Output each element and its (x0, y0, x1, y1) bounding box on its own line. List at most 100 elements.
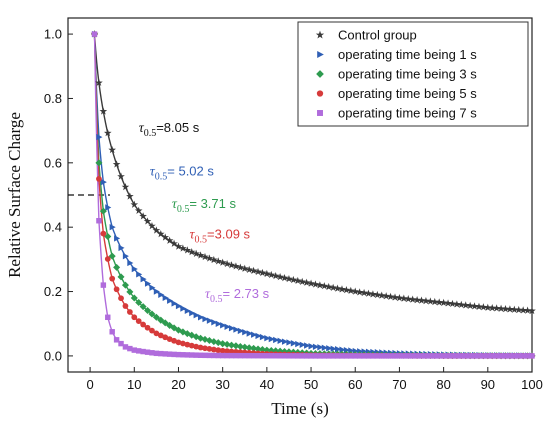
tau-annotation-4: τ0.5= 2.73 s (205, 286, 270, 305)
series-0-point (408, 295, 417, 303)
series-4-point (131, 347, 138, 353)
series-0-point (289, 275, 298, 284)
series-0-point (254, 267, 262, 276)
series-0-point (329, 283, 337, 291)
series-1-point (198, 314, 205, 321)
series-0-point (484, 303, 492, 311)
series-4-point (250, 352, 257, 359)
series-0-point (179, 244, 187, 252)
series-1-point (312, 343, 319, 350)
series-1-point (189, 309, 196, 317)
series-1-point (220, 322, 227, 329)
series-4-point (162, 351, 168, 357)
x-tick-label: 90 (481, 377, 495, 392)
series-0-point (461, 301, 470, 309)
tau-annotation-3: τ0.5=3.09 s (190, 226, 251, 245)
series-0-point (134, 206, 143, 214)
series-4-point (334, 353, 341, 359)
series-1-point (127, 259, 134, 267)
legend-entry-2: operating time being 3 s (338, 67, 477, 82)
series-4-point (264, 353, 270, 359)
series-4-point (502, 353, 509, 359)
series-4-point (423, 353, 429, 359)
series-1-point (171, 300, 178, 307)
series-2-point (130, 294, 138, 302)
series-0-point (386, 292, 395, 301)
series-1-point (304, 342, 311, 349)
series-2-point (121, 281, 129, 289)
series-4-point (418, 353, 425, 359)
series-4-point (197, 352, 204, 358)
series-4-point (180, 352, 186, 358)
x-tick-label: 100 (521, 377, 543, 392)
series-4-point (308, 353, 314, 359)
x-tick-label: 0 (86, 377, 93, 392)
series-4-point (387, 353, 394, 359)
series-3-point (224, 348, 230, 355)
series-4-point (224, 352, 230, 359)
series-4-point (436, 353, 442, 359)
series-0-point (258, 268, 267, 277)
series-4-point (476, 353, 482, 359)
series-0-point (99, 107, 108, 115)
series-1-point (114, 235, 121, 242)
series-2-point (258, 346, 266, 354)
series-3-point (126, 309, 133, 315)
series-1-point (264, 335, 271, 342)
series-1-point (335, 346, 342, 353)
series-0-point (377, 291, 386, 299)
y-tick-label: 1.0 (44, 27, 62, 42)
legend-marker-0 (315, 30, 325, 39)
series-0-point (276, 272, 284, 281)
series-4-point (330, 353, 336, 359)
series-0-point (143, 217, 152, 225)
series-3-point (100, 230, 107, 237)
x-axis-title: Time (s) (271, 399, 328, 418)
series-4-point (153, 350, 160, 357)
series-0-point (342, 286, 351, 294)
legend-marker-1 (317, 51, 324, 58)
series-0-point (156, 230, 165, 238)
series-4-point (113, 337, 120, 343)
series-0-point (249, 266, 258, 275)
series-0-point (360, 288, 368, 297)
series-0-point (196, 251, 205, 259)
series-0-point (510, 305, 519, 313)
series-4-point (171, 351, 177, 358)
series-1-point (237, 327, 244, 335)
series-4-point (449, 353, 456, 359)
series-1-point (343, 346, 350, 354)
series-1-point (149, 284, 156, 291)
series-0-point (263, 269, 271, 278)
series-4-point (272, 353, 279, 359)
series-4-point (396, 353, 403, 359)
series-4-point (140, 348, 146, 355)
series-3-point (113, 286, 120, 293)
series-0-point (506, 305, 514, 313)
series-1-point (286, 339, 293, 346)
series-4-point (175, 351, 182, 358)
series-1-point (228, 325, 236, 332)
series-0-point (232, 262, 240, 270)
series-0-point (364, 289, 373, 297)
series-0-point (395, 293, 404, 302)
series-1-point (317, 344, 324, 351)
series-0-point (152, 226, 161, 234)
series-4-point (529, 353, 535, 359)
series-4-point (507, 353, 513, 359)
series-3-point (166, 336, 173, 342)
series-4-point (361, 353, 367, 359)
series-2-point (152, 313, 160, 321)
series-4-point (277, 353, 283, 359)
series-0-point (519, 306, 527, 314)
series-2-point (113, 263, 121, 271)
series-4-point (122, 344, 129, 350)
series-3-point (162, 334, 169, 341)
series-4-point (144, 349, 151, 355)
legend-entry-0: Control group (338, 28, 417, 43)
series-4-point (485, 353, 491, 359)
series-0-point (183, 246, 192, 254)
series-0-point (165, 236, 174, 244)
series-0-point (488, 303, 497, 312)
series-0-point (148, 222, 156, 230)
